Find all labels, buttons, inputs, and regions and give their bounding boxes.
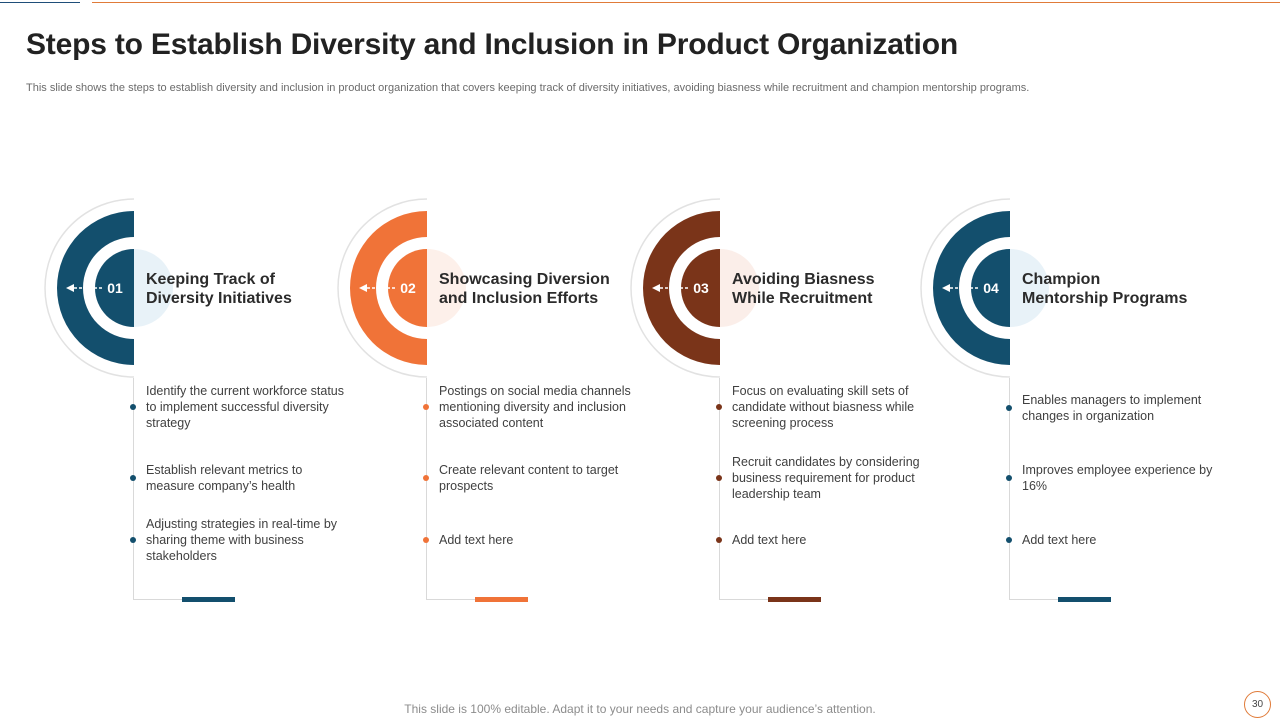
accent-bar: [768, 597, 821, 602]
bullet-dot: [716, 475, 722, 481]
outer-ring: [920, 198, 1011, 378]
footer-note: This slide is 100% editable. Adapt it to…: [404, 702, 876, 716]
bullet-text: Recruit candidates by considering busine…: [732, 455, 920, 501]
inner-half-circle: [971, 249, 1010, 327]
timeline-vertical-line: [133, 378, 134, 600]
bullet-text: Adjusting strategies in real-time by sha…: [146, 517, 338, 563]
bullet-dot: [716, 537, 722, 543]
bullet-dot: [1006, 475, 1012, 481]
inner-half-circle: [95, 249, 134, 327]
bullet-text: Identify the current workforce status to…: [146, 384, 345, 430]
accent-bar: [1058, 597, 1111, 602]
inner-half-circle: [681, 249, 720, 327]
step-graphic: [44, 198, 173, 378]
bullet-dot: [423, 537, 429, 543]
step-title-line1: Champion: [1022, 271, 1101, 288]
tint-half-circle: [720, 249, 759, 327]
bullet-dot: [716, 404, 722, 410]
slide-title: Steps to Establish Diversity and Inclusi…: [26, 28, 958, 61]
bullet-dot: [1006, 537, 1012, 543]
bullet-text: Postings on social media channels mentio…: [439, 384, 631, 430]
bullet-dot: [130, 475, 136, 481]
step-title-line2: Mentorship Programs: [1022, 290, 1188, 307]
step-1: 01 Keeping Track of Diversity Initiatives I…: [44, 198, 344, 608]
outer-ring: [44, 198, 135, 378]
timeline-vertical-line: [719, 378, 720, 600]
tint-half-circle: [134, 249, 173, 327]
step-graphic: [337, 198, 466, 378]
bullet-text: Add text here: [732, 533, 807, 547]
bullet-dot: [423, 404, 429, 410]
step-title: Showcasing Diversion and Inclusion Effort…: [439, 270, 639, 308]
timeline-vertical-line: [1009, 378, 1010, 600]
step-title-line1: Showcasing Diversion: [439, 271, 610, 288]
bullet-dot: [130, 537, 136, 543]
arrow-left-icon: [66, 284, 74, 292]
step-title-line1: Keeping Track of: [146, 271, 275, 288]
step-graphic: [920, 198, 1049, 378]
bullet-dot: [423, 475, 429, 481]
bullet-dot: [1006, 405, 1012, 411]
tint-half-circle: [427, 249, 466, 327]
half-donut: [643, 211, 720, 365]
bullet-text: Enables managers to implement changes in…: [1022, 393, 1202, 423]
half-donut: [57, 211, 134, 365]
slide-subtitle: This slide shows the steps to establish …: [26, 82, 1030, 94]
arrow-left-icon: [942, 284, 950, 292]
bullet-text: Create relevant content to target prospe…: [439, 463, 619, 493]
step-title: Champion Mentorship Programs: [1022, 270, 1222, 308]
step-title-line2: and Inclusion Efforts: [439, 290, 599, 307]
bullet-dot: [130, 404, 136, 410]
top-accent-line-dark: [0, 2, 80, 3]
step-number: 01: [107, 280, 123, 296]
outer-ring: [630, 198, 721, 378]
half-donut: [933, 211, 1010, 365]
step-number: 04: [983, 280, 999, 296]
step-title-line1: Avoiding Biasness: [732, 271, 875, 288]
step-graphic: [630, 198, 759, 378]
page-number-badge: 30: [1244, 691, 1271, 718]
bullet-text: Improves employee experience by 16%: [1022, 463, 1213, 493]
step-3: 03 Avoiding Biasness While Recruitment Focu…: [630, 198, 920, 608]
inner-half-circle: [388, 249, 427, 327]
step-number: 02: [400, 280, 416, 296]
bullet-text: Add text here: [1022, 533, 1097, 547]
step-4: 04 Champion Mentorship Programs Enables man…: [920, 198, 1212, 608]
step-title: Keeping Track of Diversity Initiatives: [146, 270, 346, 308]
step-number: 03: [693, 280, 709, 296]
arrow-left-icon: [652, 284, 660, 292]
accent-bar: [475, 597, 528, 602]
bullet-text: Add text here: [439, 533, 514, 547]
step-title: Avoiding Biasness While Recruitment: [732, 270, 932, 308]
bullet-text: Focus on evaluating skill sets of candid…: [732, 384, 915, 430]
step-2: 02 Showcasing Diversion and Inclusion Effo…: [337, 198, 631, 608]
accent-bar: [182, 597, 235, 602]
timeline-vertical-line: [426, 378, 427, 600]
step-title-line2: Diversity Initiatives: [146, 290, 292, 307]
tint-half-circle: [1010, 249, 1049, 327]
step-title-line2: While Recruitment: [732, 290, 873, 307]
arrow-left-icon: [359, 284, 367, 292]
half-donut: [350, 211, 427, 365]
bullet-text: Establish relevant metrics to measure co…: [146, 463, 303, 493]
outer-ring: [337, 198, 428, 378]
top-accent-line-orange: [92, 2, 1280, 3]
